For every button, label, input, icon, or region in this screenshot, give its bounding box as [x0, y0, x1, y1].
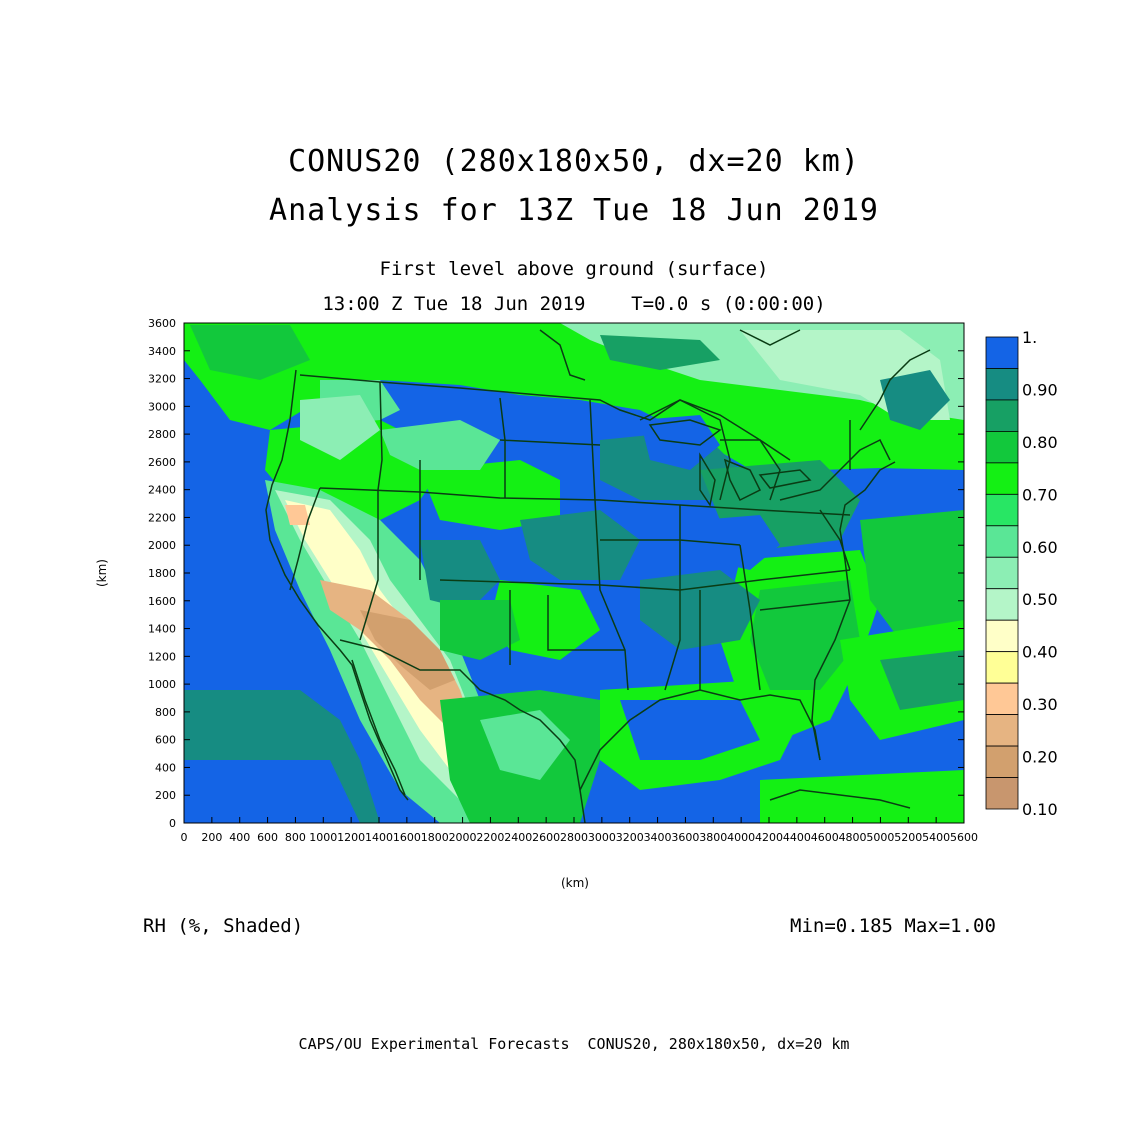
- x-tick-label: 5000: [866, 831, 894, 844]
- colorbar-label: 0.40: [1022, 643, 1058, 662]
- y-tick-label: 1800: [148, 567, 176, 580]
- x-tick-label: 0: [181, 831, 188, 844]
- x-tick-label: 2400: [504, 831, 532, 844]
- y-tick-label: 1000: [148, 678, 176, 691]
- x-tick-label: 4200: [755, 831, 783, 844]
- colorbar-swatch: [985, 682, 1019, 716]
- valid-time-label: 13:00 Z Tue 18 Jun 2019 T=0.0 s (0:00:00…: [322, 293, 826, 315]
- x-tick-label: 4400: [783, 831, 811, 844]
- colorbar-label: 0.50: [1022, 590, 1058, 609]
- x-tick-label: 1200: [337, 831, 365, 844]
- x-tick-label: 3000: [588, 831, 616, 844]
- x-tick-label: 4600: [811, 831, 839, 844]
- colorbar-label: 0.60: [1022, 538, 1058, 557]
- y-tick-label: 2800: [148, 428, 176, 441]
- x-tick-label: 1400: [365, 831, 393, 844]
- colorbar-label: 0.30: [1022, 695, 1058, 714]
- colorbar-swatch: [985, 777, 1019, 810]
- plot-title: CONUS20 (280x180x50, dx=20 km): [288, 144, 860, 179]
- x-tick-label: 5600: [950, 831, 978, 844]
- colorbar-swatch: [985, 336, 1019, 369]
- colorbar-swatch: [985, 368, 1019, 401]
- x-tick-label: 2800: [560, 831, 588, 844]
- x-tick-label: 1800: [421, 831, 449, 844]
- x-tick-label: 400: [229, 831, 250, 844]
- field-label: RH (%, Shaded): [143, 915, 304, 937]
- y-tick-label: 800: [155, 706, 176, 719]
- colorbar-swatch: [985, 525, 1019, 558]
- x-tick-label: 600: [257, 831, 278, 844]
- x-tick-label: 3600: [671, 831, 699, 844]
- level-label: First level above ground (surface): [379, 258, 769, 280]
- y-tick-label: 3600: [148, 317, 176, 330]
- colorbar-label: 1.: [1022, 328, 1037, 347]
- y-tick-label: 2600: [148, 456, 176, 469]
- min-max-label: Min=0.185 Max=1.00: [790, 915, 996, 937]
- x-tick-label: 800: [285, 831, 306, 844]
- colorbar-swatch: [985, 430, 1019, 464]
- colorbar-swatch: [985, 619, 1019, 653]
- colorbar-swatch: [985, 462, 1019, 495]
- y-axis-ticks: 0 200 400 600 800 1000 1200 1400 1600 1800 2000 220…: [148, 317, 964, 830]
- plot-subtitle-analysis: Analysis for 13Z Tue 18 Jun 2019: [269, 193, 879, 228]
- y-tick-label: 2000: [148, 539, 176, 552]
- y-tick-label: 1200: [148, 650, 176, 663]
- x-tick-label: 1000: [309, 831, 337, 844]
- x-tick-label: 3200: [616, 831, 644, 844]
- y-tick-label: 3200: [148, 373, 176, 386]
- colorbar-label: 0.70: [1022, 485, 1058, 504]
- y-tick-label: 2400: [148, 484, 176, 497]
- y-axis-label: (km): [95, 559, 109, 587]
- y-tick-label: 3000: [148, 400, 176, 413]
- colorbar-label: 0.80: [1022, 433, 1058, 452]
- colorbar-swatch: [985, 651, 1019, 684]
- colorbar-swatch: [985, 745, 1019, 778]
- y-tick-label: 1400: [148, 623, 176, 636]
- x-tick-label: 1600: [393, 831, 421, 844]
- x-tick-label: 2200: [476, 831, 504, 844]
- x-tick-label: 5200: [894, 831, 922, 844]
- x-axis-label: (km): [561, 876, 589, 890]
- colorbar: 1. 0.90 0.80 0.70 0.60 0.50 0.40 0.30 0.20 0.10: [985, 328, 1058, 819]
- colorbar-label: 0.10: [1022, 800, 1058, 819]
- y-tick-label: 600: [155, 734, 176, 747]
- colorbar-swatch: [985, 714, 1019, 747]
- y-tick-label: 200: [155, 789, 176, 802]
- x-tick-label: 4800: [839, 831, 867, 844]
- y-tick-label: 1600: [148, 595, 176, 608]
- colorbar-swatch: [985, 493, 1019, 527]
- y-tick-label: 0: [169, 817, 176, 830]
- y-tick-label: 2200: [148, 511, 176, 524]
- y-tick-label: 400: [155, 761, 176, 774]
- colorbar-label: 0.90: [1022, 380, 1058, 399]
- x-tick-label: 4000: [727, 831, 755, 844]
- x-tick-label: 2000: [449, 831, 477, 844]
- x-tick-label: 200: [201, 831, 222, 844]
- credit-line: CAPS/OU Experimental Forecasts CONUS20, …: [298, 1035, 850, 1053]
- y-tick-label: 3400: [148, 345, 176, 358]
- colorbar-swatch: [985, 399, 1019, 432]
- colorbar-swatch: [985, 556, 1019, 590]
- political-boundaries: [265, 329, 931, 823]
- x-tick-label: 5400: [922, 831, 950, 844]
- x-tick-label: 2600: [532, 831, 560, 844]
- x-tick-label: 3800: [699, 831, 727, 844]
- colorbar-label: 0.20: [1022, 748, 1058, 767]
- x-tick-label: 3400: [644, 831, 672, 844]
- rh-shaded-field: [184, 323, 964, 823]
- x-axis-ticks: 0 200 400 600 800 1000 1200 1400 1600 1800 2000 220…: [181, 817, 978, 844]
- colorbar-swatch: [985, 588, 1019, 621]
